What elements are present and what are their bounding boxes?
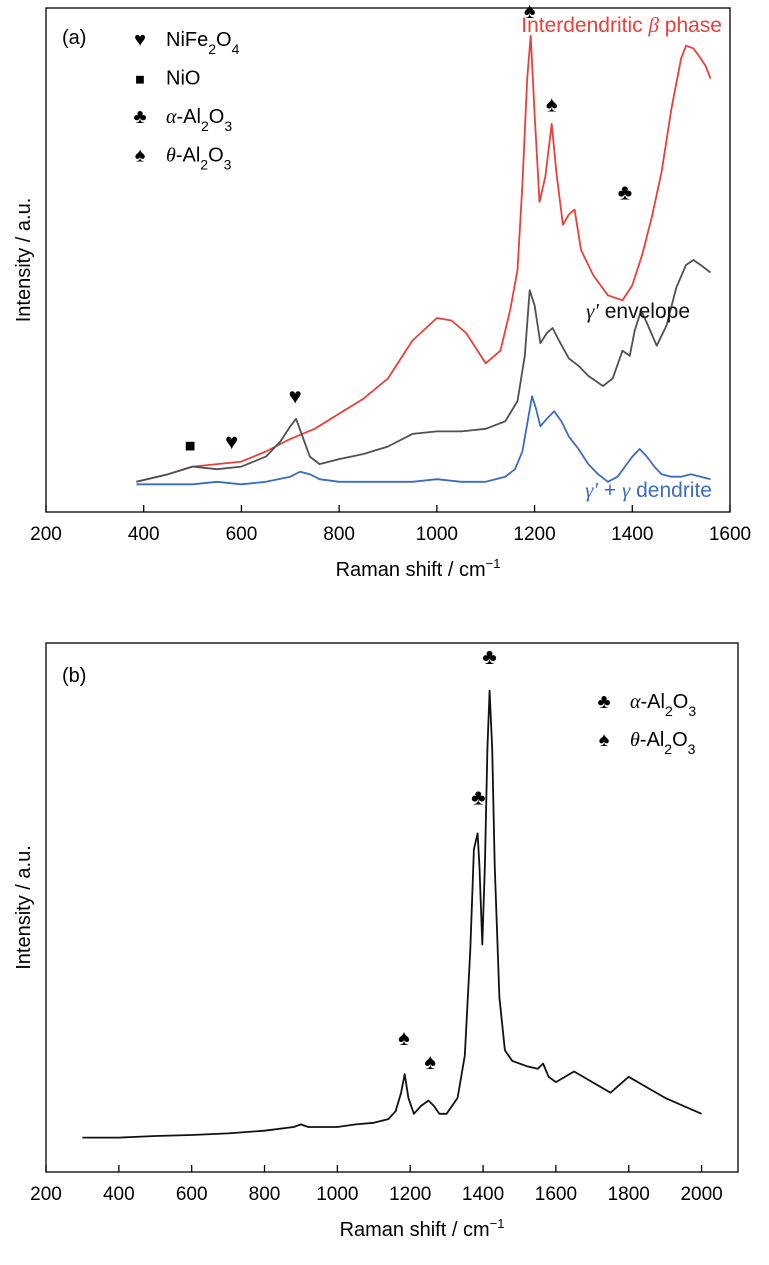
panel-label: (b) bbox=[62, 665, 86, 687]
plot-frame bbox=[45, 642, 739, 1173]
x-axis-title: Raman shift / cm−1 bbox=[336, 556, 501, 581]
panel-label: (a) bbox=[62, 27, 86, 49]
x-tick-label: 800 bbox=[249, 1184, 281, 1205]
nife2o4-marker-710: ♥ bbox=[289, 384, 302, 409]
legend-label: α-Al2O3 bbox=[166, 106, 232, 134]
x-tick-label: 1200 bbox=[389, 1184, 431, 1205]
nife2o4-marker-580: ♥ bbox=[225, 429, 238, 454]
x-tick-label: 1000 bbox=[416, 524, 458, 545]
legend-label: θ-Al2O3 bbox=[630, 729, 696, 757]
x-tick-label: 200 bbox=[30, 524, 62, 545]
x-tick-label: 1000 bbox=[316, 1184, 358, 1205]
x-tick-label: 600 bbox=[226, 524, 258, 545]
alpha-marker-1385: ♣ bbox=[471, 784, 485, 809]
legend-spade-icon: ♠ bbox=[135, 145, 146, 167]
x-tick-label: 600 bbox=[176, 1184, 208, 1205]
alpha-marker-1418: ♣ bbox=[482, 644, 496, 669]
y-axis-title: Intensity / a.u. bbox=[13, 845, 35, 970]
y-axis-title: Intensity / a.u. bbox=[13, 198, 35, 323]
alpha-marker-1385: ♣ bbox=[618, 180, 632, 205]
series-line-0 bbox=[82, 689, 702, 1139]
series-label-1: γ′ envelope bbox=[586, 299, 690, 323]
x-tick-label: 1400 bbox=[611, 524, 653, 545]
series-line-0 bbox=[136, 34, 712, 483]
legend-spade-icon: ♠ bbox=[599, 729, 610, 751]
x-axis-title: Raman shift / cm−1 bbox=[340, 1216, 505, 1241]
legend-label: NiO bbox=[166, 68, 200, 90]
series-label-2: γ′ + γ dendrite bbox=[585, 478, 712, 502]
theta-marker-1235: ♠ bbox=[546, 91, 558, 116]
x-tick-label: 1600 bbox=[535, 1184, 577, 1205]
legend-heart-icon: ♥ bbox=[134, 29, 146, 51]
legend-label: NiFe2O4 bbox=[166, 29, 240, 57]
x-tick-label: 200 bbox=[30, 1184, 62, 1205]
nio-marker: ■ bbox=[185, 436, 196, 456]
x-tick-label: 2000 bbox=[680, 1184, 722, 1205]
legend-square-icon: ■ bbox=[135, 72, 145, 89]
x-tick-label: 1200 bbox=[513, 524, 555, 545]
x-tick-label: 400 bbox=[103, 1184, 135, 1205]
theta-marker-1190: ♠ bbox=[524, 0, 536, 23]
legend-club-icon: ♣ bbox=[133, 106, 146, 128]
x-tick-label: 1400 bbox=[462, 1184, 504, 1205]
legend-label: α-Al2O3 bbox=[630, 691, 696, 719]
series-label-0: Interdendritic β phase bbox=[521, 13, 722, 37]
series-line-1 bbox=[136, 259, 712, 483]
panel-a: 200 400 600 800 1000 1200 1400 1600 Raman shift … bbox=[13, 0, 751, 581]
theta-marker-1250: ♠ bbox=[424, 1049, 436, 1074]
series-line-2 bbox=[136, 395, 711, 486]
legend-label: θ-Al2O3 bbox=[166, 145, 232, 173]
x-tick-label: 400 bbox=[128, 524, 160, 545]
x-tick-label: 800 bbox=[323, 524, 355, 545]
x-tick-label: 1600 bbox=[709, 524, 751, 545]
theta-marker-1185: ♠ bbox=[398, 1025, 410, 1050]
legend-club-icon: ♣ bbox=[597, 691, 610, 713]
plot-frame bbox=[45, 7, 731, 513]
panel-b: 200 400 600 800 1000 1200 1400 1600 1800 2000 Rama… bbox=[13, 642, 739, 1241]
x-tick-label: 1800 bbox=[608, 1184, 650, 1205]
